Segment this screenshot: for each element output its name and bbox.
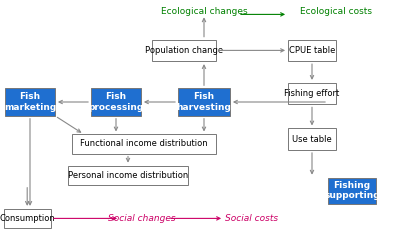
Text: Social changes: Social changes [108, 214, 176, 223]
Text: Fishing effort: Fishing effort [284, 89, 340, 98]
Text: Use table: Use table [292, 135, 332, 144]
FancyBboxPatch shape [328, 178, 376, 204]
Text: Ecological changes: Ecological changes [161, 7, 247, 16]
FancyBboxPatch shape [152, 40, 216, 61]
Text: Fish
harvesting: Fish harvesting [176, 92, 232, 112]
FancyBboxPatch shape [178, 88, 230, 116]
FancyBboxPatch shape [5, 88, 55, 116]
Text: Fish
processing: Fish processing [88, 92, 144, 112]
FancyBboxPatch shape [288, 128, 336, 150]
Text: Social costs: Social costs [226, 214, 278, 223]
Text: Consumption: Consumption [0, 214, 55, 223]
FancyBboxPatch shape [288, 40, 336, 61]
Text: Fishing
supporting: Fishing supporting [324, 181, 380, 200]
Text: CPUE table: CPUE table [289, 46, 335, 55]
FancyBboxPatch shape [72, 134, 216, 154]
Text: Population change: Population change [145, 46, 223, 55]
Text: Fish
marketing: Fish marketing [4, 92, 56, 112]
FancyBboxPatch shape [4, 209, 51, 228]
FancyBboxPatch shape [288, 83, 336, 104]
FancyBboxPatch shape [91, 88, 141, 116]
Text: Functional income distribution: Functional income distribution [80, 139, 208, 149]
FancyBboxPatch shape [68, 166, 188, 185]
Text: Personal income distribution: Personal income distribution [68, 171, 188, 180]
Text: Ecological costs: Ecological costs [300, 7, 372, 16]
